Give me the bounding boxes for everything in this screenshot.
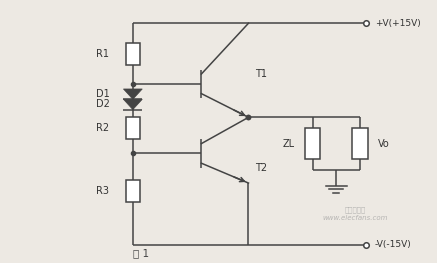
Polygon shape	[123, 99, 142, 110]
Bar	[126, 117, 140, 139]
Text: 图 1: 图 1	[133, 248, 149, 258]
Text: -V(-15V): -V(-15V)	[375, 240, 412, 249]
Text: 电子发烧友
www.elecfans.com: 电子发烧友 www.elecfans.com	[323, 207, 388, 221]
Bar	[126, 43, 140, 65]
Text: R3: R3	[97, 186, 109, 196]
Text: R2: R2	[96, 123, 109, 133]
Text: Vo: Vo	[378, 139, 389, 149]
Text: T2: T2	[255, 163, 267, 173]
Bar	[305, 128, 320, 159]
Text: D2: D2	[96, 99, 110, 109]
Bar	[352, 128, 368, 159]
Text: +V(+15V): +V(+15V)	[375, 19, 420, 28]
Bar	[126, 180, 140, 202]
Text: T1: T1	[255, 68, 267, 79]
Text: ZL: ZL	[283, 139, 295, 149]
Text: D1: D1	[96, 89, 110, 99]
Text: R1: R1	[97, 49, 109, 59]
Polygon shape	[123, 89, 142, 99]
